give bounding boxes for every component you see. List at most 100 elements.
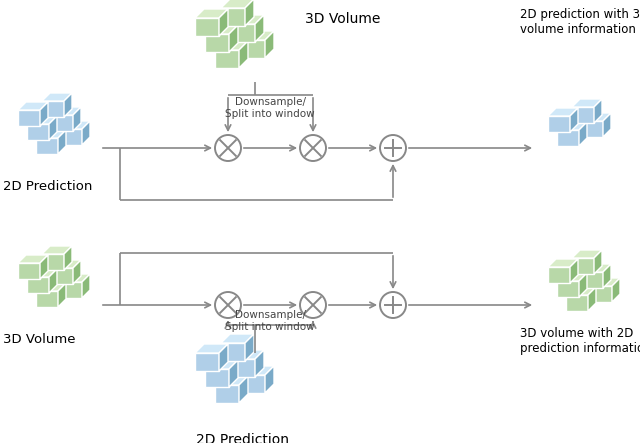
Polygon shape [42,101,64,117]
Polygon shape [581,264,611,272]
Polygon shape [82,274,90,298]
Polygon shape [572,258,594,274]
Polygon shape [27,124,49,140]
Polygon shape [581,113,611,121]
Text: 3D volume with 2D
prediction information: 3D volume with 2D prediction information [520,327,640,355]
Polygon shape [603,264,611,288]
Polygon shape [239,376,248,403]
Polygon shape [40,102,48,126]
Polygon shape [566,287,596,295]
Polygon shape [572,107,594,123]
Polygon shape [221,334,254,343]
Polygon shape [18,255,48,263]
Polygon shape [49,269,57,293]
Polygon shape [231,15,264,24]
Polygon shape [60,129,82,145]
Polygon shape [27,269,57,277]
Polygon shape [231,359,255,377]
Polygon shape [579,273,587,297]
Polygon shape [231,350,264,359]
Polygon shape [27,277,49,293]
Polygon shape [51,268,73,284]
Polygon shape [40,255,48,279]
Polygon shape [221,8,245,26]
Polygon shape [548,108,578,116]
Text: 3D Volume: 3D Volume [3,333,76,346]
Polygon shape [195,353,219,371]
Polygon shape [548,259,578,267]
Polygon shape [572,99,602,107]
Polygon shape [60,282,82,298]
Polygon shape [219,344,228,371]
Polygon shape [241,366,274,375]
Polygon shape [36,130,66,138]
Polygon shape [557,273,587,281]
Polygon shape [205,369,229,387]
Polygon shape [612,278,620,302]
Polygon shape [64,246,72,270]
Polygon shape [51,260,81,268]
Polygon shape [557,122,587,130]
Text: 2D prediction with 3D
volume information: 2D prediction with 3D volume information [520,8,640,36]
Polygon shape [27,116,57,124]
Polygon shape [58,130,66,154]
Polygon shape [566,295,588,311]
Polygon shape [58,283,66,307]
Polygon shape [255,15,264,42]
Polygon shape [60,274,90,282]
Polygon shape [60,121,90,129]
Polygon shape [195,18,219,36]
Text: 2D Prediction: 2D Prediction [3,180,92,193]
Polygon shape [241,375,265,393]
Text: 2D Prediction: 2D Prediction [195,433,289,443]
Polygon shape [265,366,274,393]
Polygon shape [548,267,570,283]
Text: Downsample/
Split into window: Downsample/ Split into window [225,97,315,119]
Polygon shape [195,9,228,18]
Polygon shape [215,41,248,50]
Polygon shape [215,385,239,403]
Polygon shape [579,122,587,146]
Polygon shape [73,260,81,284]
Polygon shape [36,291,58,307]
Polygon shape [221,0,254,8]
Polygon shape [215,50,239,68]
Polygon shape [603,113,611,137]
Polygon shape [265,31,274,58]
Polygon shape [64,93,72,117]
Polygon shape [581,121,603,137]
Polygon shape [588,287,596,311]
Polygon shape [82,121,90,145]
Polygon shape [18,110,40,126]
Polygon shape [195,344,228,353]
Polygon shape [49,116,57,140]
Polygon shape [239,41,248,68]
Polygon shape [205,25,238,34]
Polygon shape [42,93,72,101]
Polygon shape [241,31,274,40]
Polygon shape [557,130,579,146]
Polygon shape [594,250,602,274]
Polygon shape [51,107,81,115]
Polygon shape [245,0,254,26]
Polygon shape [229,360,238,387]
Polygon shape [215,376,248,385]
Polygon shape [548,116,570,132]
Polygon shape [42,246,72,254]
Polygon shape [590,278,620,286]
Polygon shape [42,254,64,270]
Polygon shape [229,25,238,52]
Text: Downsample/
Split into window: Downsample/ Split into window [225,310,315,332]
Polygon shape [221,343,245,361]
Polygon shape [557,281,579,297]
Polygon shape [594,99,602,123]
Polygon shape [245,334,254,361]
Polygon shape [18,102,48,110]
Polygon shape [572,250,602,258]
Polygon shape [570,108,578,132]
Polygon shape [219,9,228,36]
Polygon shape [73,107,81,131]
Polygon shape [590,286,612,302]
Polygon shape [205,34,229,52]
Polygon shape [51,115,73,131]
